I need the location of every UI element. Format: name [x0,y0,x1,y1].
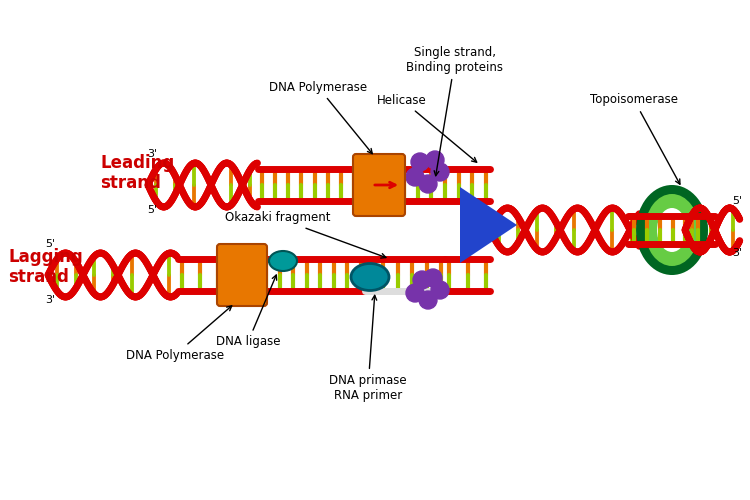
Text: Lagging
strand: Lagging strand [8,248,82,286]
Ellipse shape [269,251,297,271]
Text: 3': 3' [147,149,157,159]
Circle shape [431,163,449,181]
FancyBboxPatch shape [353,154,405,216]
Circle shape [413,271,431,289]
Text: 3': 3' [732,248,742,258]
Circle shape [406,284,424,302]
Circle shape [419,175,437,193]
FancyBboxPatch shape [217,244,267,306]
Circle shape [426,151,444,169]
Ellipse shape [645,194,699,266]
Circle shape [419,291,437,309]
Text: Leading
strand: Leading strand [100,154,174,192]
Text: Topoisomerase: Topoisomerase [590,94,680,184]
Text: 5': 5' [147,205,157,215]
Text: Single strand,
Binding proteins: Single strand, Binding proteins [406,46,503,176]
Circle shape [431,281,449,299]
Circle shape [406,168,424,186]
Text: DNA ligase: DNA ligase [216,275,280,348]
Ellipse shape [636,185,708,275]
Text: DNA primase
RNA primer: DNA primase RNA primer [329,296,406,402]
Text: DNA Polymerase: DNA Polymerase [126,306,232,362]
Text: 5': 5' [45,239,55,249]
Polygon shape [460,187,517,263]
Text: Helicase: Helicase [377,94,477,162]
Text: 5': 5' [732,196,742,206]
Text: DNA Polymerase: DNA Polymerase [269,80,372,154]
Text: Okazaki fragment: Okazaki fragment [225,212,386,258]
Circle shape [424,269,442,287]
Circle shape [411,153,429,171]
Text: 3': 3' [45,295,55,305]
Ellipse shape [657,208,687,252]
Ellipse shape [351,264,389,290]
